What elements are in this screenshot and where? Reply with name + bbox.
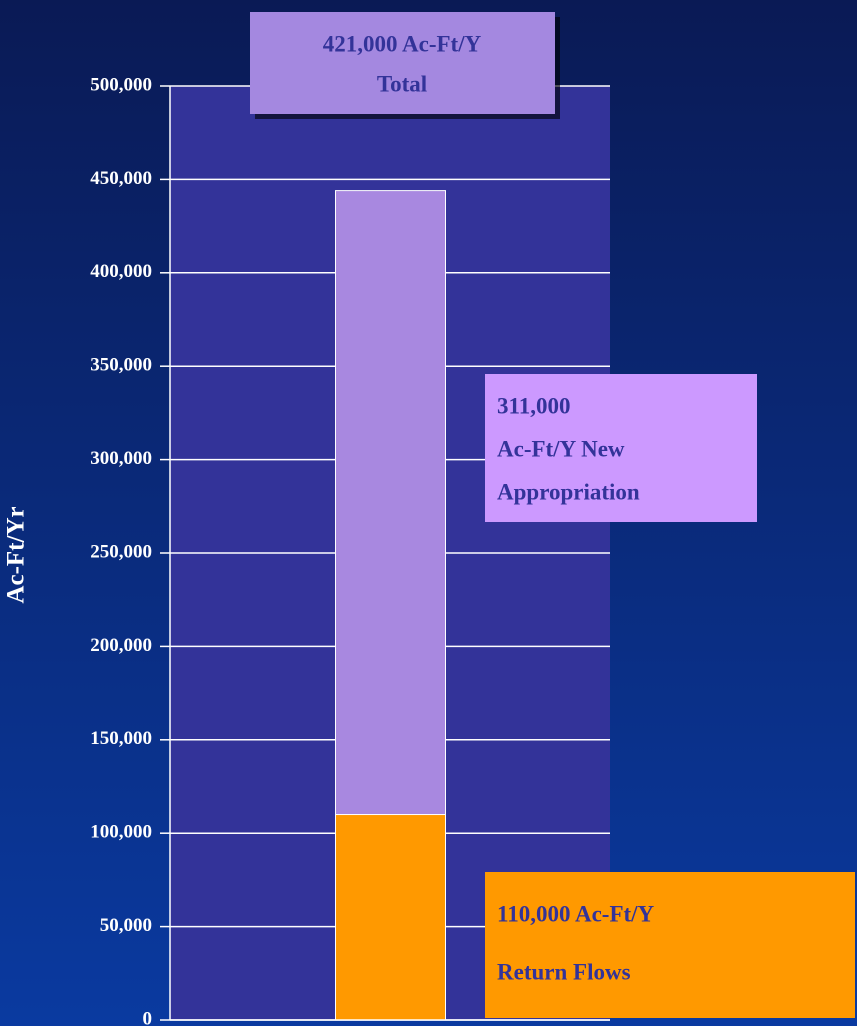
y-tick-label: 300,000 <box>90 448 152 469</box>
annotation-text: Total <box>377 71 427 96</box>
bar-segment <box>335 814 446 1021</box>
y-tick-label: 450,000 <box>90 168 152 189</box>
y-axis-label: Ac-Ft/Yr <box>3 506 30 603</box>
y-tick-label: 150,000 <box>90 728 152 749</box>
y-tick-label: 400,000 <box>90 261 152 282</box>
annotation-text: 110,000 Ac-Ft/Y <box>497 901 655 926</box>
annotation-text: Appropriation <box>497 479 640 504</box>
annotation-text: Return Flows <box>497 959 631 984</box>
annotation-text: Ac-Ft/Y New <box>497 436 625 461</box>
y-tick-label: 350,000 <box>90 355 152 376</box>
annotation-box <box>485 374 757 522</box>
annotation: 421,000 Ac-Ft/Y Total <box>250 12 560 119</box>
annotation-box <box>250 12 555 114</box>
y-tick-label: 200,000 <box>90 635 152 656</box>
y-tick-label: 50,000 <box>100 915 152 936</box>
annotation-text: 421,000 Ac-Ft/Y <box>323 31 482 56</box>
y-tick-label: 500,000 <box>90 74 152 95</box>
annotation: 311,000 Ac-Ft/Y New Appropriation <box>485 374 757 522</box>
bar-segment <box>335 190 446 816</box>
y-tick-label: 250,000 <box>90 541 152 562</box>
annotation-text: 311,000 <box>497 393 570 418</box>
annotation: 110,000 Ac-Ft/Y Return Flows <box>485 872 855 1018</box>
y-tick-label: 0 <box>143 1008 153 1026</box>
annotation-box <box>485 872 855 1018</box>
y-tick-label: 100,000 <box>90 822 152 843</box>
